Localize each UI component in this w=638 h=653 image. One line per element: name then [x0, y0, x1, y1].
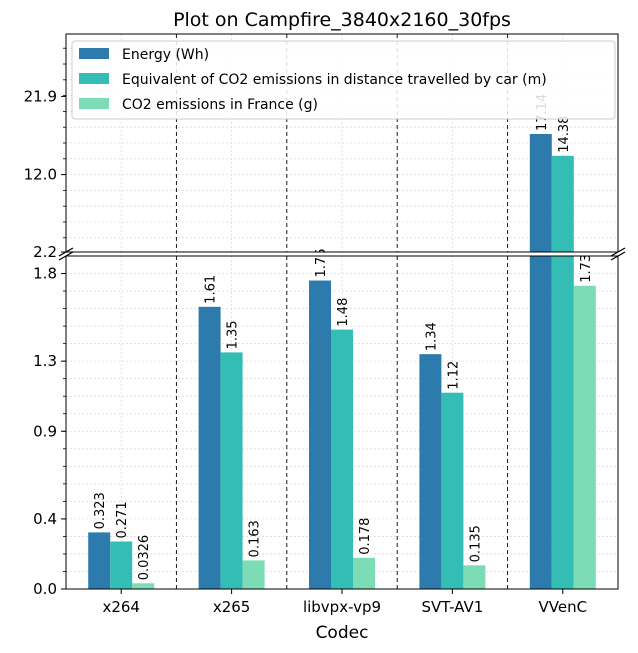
axis-break-mark: [610, 251, 626, 261]
y-tick-label: 0.0: [33, 580, 57, 598]
bar-label: 14.38: [557, 116, 572, 153]
bars: [88, 133, 596, 589]
bar: [529, 256, 552, 589]
legend-swatch: [79, 73, 109, 84]
legend: Energy (Wh) Equivalent of CO2 emissions i…: [71, 40, 616, 120]
legend-label: Equivalent of CO2 emissions in distance …: [122, 72, 547, 88]
bar: [132, 583, 155, 589]
bar: [551, 155, 574, 252]
bar: [242, 560, 265, 589]
axis-break-mark: [58, 251, 74, 261]
bar-label: 1.12: [446, 361, 461, 390]
x-tick-label: x265: [213, 598, 251, 616]
legend-swatch: [79, 48, 109, 59]
bar: [198, 306, 221, 589]
bar: [441, 392, 464, 589]
y-tick-label: 0.4: [33, 510, 57, 528]
x-tick-label: SVT-AV1: [422, 598, 484, 616]
bar-label: 1.34: [424, 322, 439, 351]
y-tick-label: 2.2: [33, 243, 57, 261]
bar: [110, 541, 133, 589]
bar: [529, 133, 552, 252]
y-tick-label: 1.8: [33, 265, 57, 283]
bar: [463, 565, 486, 589]
bar-label: 0.0326: [137, 535, 152, 581]
bar-label: 1.35: [226, 320, 241, 349]
bar-label: 0.323: [93, 492, 108, 529]
x-tick-label: VVenC: [539, 598, 588, 616]
bar-label: 0.163: [248, 520, 263, 557]
x-tick-label: x264: [102, 598, 140, 616]
x-tick-label: libvpx-vp9: [303, 598, 381, 616]
bar-label: 0.178: [358, 518, 373, 555]
chart-title: Plot on Campfire_3840x2160_30fps: [173, 9, 511, 31]
axis-break-mark: [610, 247, 626, 257]
legend-label: CO2 emissions in France (g): [122, 97, 318, 113]
x-axis-label: Codec: [316, 623, 369, 643]
bar: [419, 354, 442, 589]
y-tick-label: 0.9: [33, 422, 57, 440]
bar-label: 1.73: [579, 254, 594, 283]
y-tick-label: 1.3: [33, 352, 57, 370]
x-ticks: x264 x265 libvpx-vp9 SVT-AV1 VVenC: [102, 589, 587, 616]
bar: [551, 256, 574, 589]
bar: [353, 557, 375, 589]
bar: [331, 329, 353, 589]
bar: [220, 352, 243, 589]
legend-swatch: [79, 98, 109, 109]
legend-label: Energy (Wh): [122, 47, 209, 63]
break-gap: [67, 252, 617, 256]
legend-box: [71, 40, 616, 120]
bar: [88, 532, 111, 589]
bar: [573, 285, 596, 589]
y-tick-label: 12.0: [24, 166, 57, 184]
bar-label: 0.135: [468, 525, 483, 562]
bar-label: 1.61: [204, 275, 219, 304]
bar: [309, 280, 331, 589]
y-ticks: 0.0 0.4 0.9 1.3 1.8 2.2 12.0 21.9: [24, 47, 66, 598]
bar-label: 1.48: [336, 298, 351, 327]
y-tick-label: 21.9: [24, 87, 57, 105]
bar-label: 0.271: [115, 501, 130, 538]
